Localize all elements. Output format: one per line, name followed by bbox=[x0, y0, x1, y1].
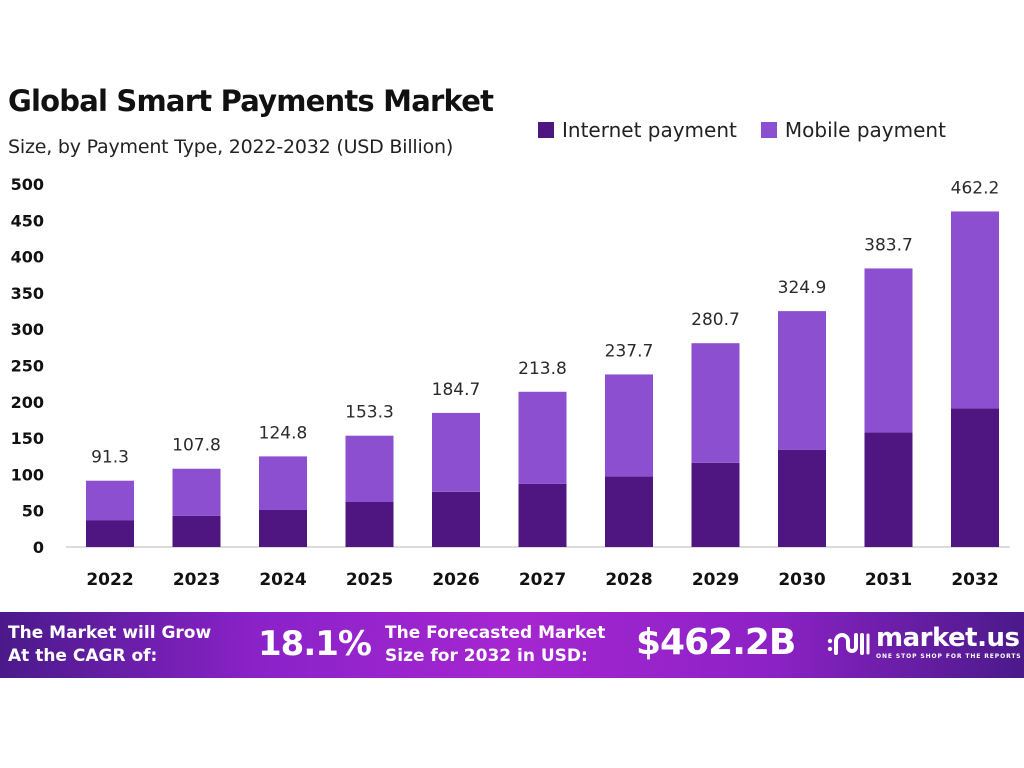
bar-internet-payment-2023 bbox=[172, 515, 221, 547]
bar-internet-payment-2025 bbox=[345, 501, 394, 547]
bar-internet-payment-2030 bbox=[778, 449, 826, 547]
y-tick-label: 300 bbox=[11, 320, 44, 339]
data-label-2029: 280.7 bbox=[691, 310, 740, 330]
legend-item-internet-payment: Internet payment bbox=[538, 118, 737, 142]
data-label-2024: 124.8 bbox=[259, 423, 308, 443]
bar-internet-payment-2029 bbox=[691, 462, 740, 547]
bar-internet-payment-2026 bbox=[432, 491, 480, 547]
x-tick-label-2029: 2029 bbox=[692, 570, 739, 590]
y-tick-label: 0 bbox=[33, 538, 44, 557]
forecast-size-label-line2: Size for 2032 in USD: bbox=[385, 646, 588, 666]
forecast-size-label-line1: The Forecasted Market bbox=[385, 623, 606, 643]
data-label-2025: 153.3 bbox=[345, 403, 394, 423]
data-label-2026: 184.7 bbox=[432, 380, 481, 400]
y-tick-label: 250 bbox=[11, 357, 44, 376]
y-tick-label: 100 bbox=[11, 465, 44, 484]
legend-item-mobile-payment: Mobile payment bbox=[760, 118, 946, 142]
bar-internet-payment-2022 bbox=[86, 520, 134, 547]
bars: 91.3 107.8 124.8 153.3 184.7 213.8 237.7 280.7 3… bbox=[86, 178, 999, 547]
forecast-size-label: The Forecasted Market Size for 2032 in U… bbox=[385, 622, 605, 668]
bar-mobile-payment-2024 bbox=[259, 456, 307, 510]
legend: Internet payment Mobile payment bbox=[538, 118, 946, 142]
x-tick-label-2031: 2031 bbox=[865, 570, 912, 590]
market-us-logo-icon bbox=[827, 632, 870, 655]
y-tick-label: 500 bbox=[11, 175, 44, 194]
x-tick-label-2026: 2026 bbox=[432, 570, 479, 590]
bar-mobile-payment-2029 bbox=[691, 343, 740, 463]
bar-internet-payment-2027 bbox=[518, 483, 567, 547]
cagr-label-line1: The Market will Grow bbox=[8, 623, 212, 643]
x-tick-label-2022: 2022 bbox=[86, 570, 133, 590]
y-tick-label: 400 bbox=[11, 248, 44, 267]
bar-mobile-payment-2028 bbox=[605, 374, 653, 477]
chart-subtitle: Size, by Payment Type, 2022-2032 (USD Bi… bbox=[8, 136, 454, 158]
x-tick-label-2032: 2032 bbox=[951, 570, 998, 590]
bar-mobile-payment-2030 bbox=[778, 311, 826, 450]
data-label-2023: 107.8 bbox=[172, 436, 221, 456]
data-label-2030: 324.9 bbox=[778, 278, 827, 298]
y-tick-label: 200 bbox=[11, 393, 44, 412]
cagr-label-line2: At the CAGR of: bbox=[8, 646, 158, 666]
bar-mobile-payment-2032 bbox=[951, 211, 999, 409]
data-label-2028: 237.7 bbox=[605, 341, 654, 361]
bar-internet-payment-2028 bbox=[605, 476, 653, 547]
brand-tagline: ONE STOP SHOP FOR THE REPORTS bbox=[876, 653, 1022, 660]
x-tick-label-2027: 2027 bbox=[519, 570, 566, 590]
cagr-label: The Market will Grow At the CAGR of: bbox=[8, 622, 211, 668]
x-tick-label-2024: 2024 bbox=[259, 570, 306, 590]
data-label-2032: 462.2 bbox=[951, 178, 1000, 198]
summary-banner: The Market will Grow At the CAGR of: 18.… bbox=[0, 612, 1024, 678]
y-tick-label: 150 bbox=[11, 429, 44, 448]
bar-mobile-payment-2027 bbox=[518, 391, 567, 484]
y-axis: 0 50 100 150 200 250 300 350 400 450 500 bbox=[11, 175, 44, 557]
x-tick-label-2028: 2028 bbox=[605, 570, 652, 590]
bar-mobile-payment-2031 bbox=[864, 268, 913, 433]
bar-mobile-payment-2026 bbox=[432, 412, 480, 492]
y-tick-label: 450 bbox=[11, 211, 44, 230]
bar-mobile-payment-2023 bbox=[172, 468, 221, 516]
legend-label-internet-payment: Internet payment bbox=[562, 118, 737, 142]
data-label-2027: 213.8 bbox=[518, 359, 567, 379]
x-axis: 2022 2023 2024 2025 2026 2027 2028 2029 2030 2031… bbox=[86, 570, 998, 590]
data-label-2031: 383.7 bbox=[864, 235, 913, 255]
bar-internet-payment-2032 bbox=[951, 408, 999, 547]
chart-title: Global Smart Payments Market bbox=[8, 84, 494, 118]
bar-mobile-payment-2025 bbox=[345, 435, 394, 502]
bar-internet-payment-2031 bbox=[864, 432, 913, 547]
x-tick-label-2030: 2030 bbox=[778, 570, 825, 590]
stacked-bar-chart: 0 50 100 150 200 250 300 350 400 450 500 91.3 107.8… bbox=[11, 175, 1010, 590]
bar-mobile-payment-2022 bbox=[86, 480, 134, 521]
brand-logo: market.us ONE STOP SHOP FOR THE REPORTS bbox=[826, 625, 1022, 660]
cagr-value: 18.1% bbox=[258, 624, 372, 664]
forecast-size-value: $462.2B bbox=[636, 622, 796, 663]
legend-swatch-mobile-payment bbox=[760, 122, 777, 138]
brand-name: market.us bbox=[876, 623, 1020, 653]
y-tick-label: 350 bbox=[11, 284, 44, 303]
y-tick-label: 50 bbox=[22, 502, 44, 521]
data-label-2022: 91.3 bbox=[91, 448, 129, 468]
x-tick-label-2025: 2025 bbox=[346, 570, 393, 590]
bar-internet-payment-2024 bbox=[259, 509, 307, 547]
legend-label-mobile-payment: Mobile payment bbox=[784, 118, 946, 142]
legend-swatch-internet-payment bbox=[538, 122, 554, 138]
x-tick-label-2023: 2023 bbox=[173, 570, 220, 590]
